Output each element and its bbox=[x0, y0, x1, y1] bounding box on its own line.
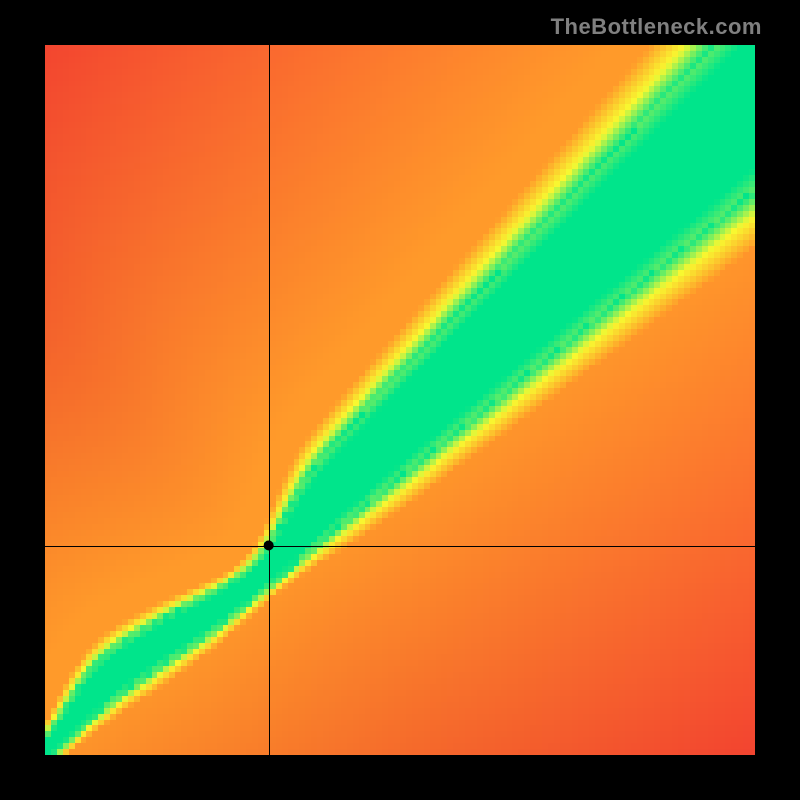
watermark-text: TheBottleneck.com bbox=[551, 14, 762, 40]
chart-container: TheBottleneck.com bbox=[0, 0, 800, 800]
bottleneck-heatmap bbox=[0, 0, 800, 800]
